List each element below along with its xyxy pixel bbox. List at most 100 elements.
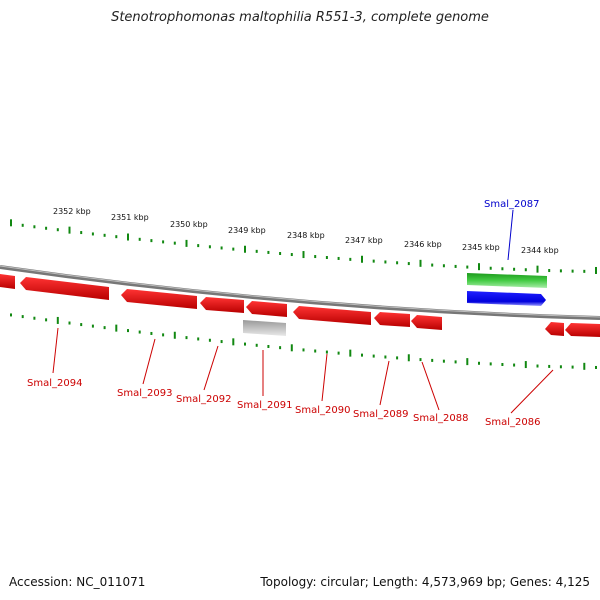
- major-tick: [56, 316, 59, 324]
- accession-text: Accession: NC_011071: [9, 575, 146, 589]
- scale-label: 2349 kbp: [228, 226, 266, 235]
- minor-tick: [220, 246, 223, 250]
- minor-tick: [162, 333, 165, 337]
- minor-tick: [197, 337, 200, 341]
- major-tick: [349, 349, 352, 357]
- minor-tick: [337, 351, 340, 355]
- gene-feature-reverse[interactable]: [293, 306, 371, 325]
- minor-tick: [56, 228, 59, 232]
- gene-feature-reverse[interactable]: [374, 312, 410, 327]
- minor-tick: [162, 240, 165, 244]
- minor-tick: [513, 267, 516, 271]
- gene-label[interactable]: Smal_2086: [485, 417, 540, 428]
- minor-tick: [548, 269, 551, 273]
- gene-feature-reverse[interactable]: [246, 301, 287, 317]
- minor-tick: [361, 353, 363, 357]
- minor-tick: [33, 316, 36, 320]
- pseudo-feature[interactable]: [243, 320, 286, 336]
- gene-feature-reverse[interactable]: [545, 322, 564, 336]
- major-tick: [68, 226, 71, 234]
- major-tick: [595, 266, 597, 274]
- major-tick: [536, 265, 539, 273]
- gene-feature-reverse[interactable]: [565, 323, 600, 337]
- minor-tick: [559, 365, 562, 369]
- minor-tick: [454, 264, 457, 268]
- major-tick: [407, 354, 410, 362]
- major-tick: [290, 344, 293, 352]
- minor-tick: [524, 268, 527, 272]
- major-tick: [302, 251, 305, 259]
- minor-tick: [103, 326, 106, 330]
- gene-feature-reverse[interactable]: [411, 315, 442, 330]
- minor-tick: [314, 255, 317, 259]
- minor-tick: [384, 355, 387, 359]
- minor-tick: [489, 266, 492, 270]
- minor-tick: [185, 336, 188, 340]
- minor-tick: [80, 323, 83, 327]
- major-tick: [583, 362, 586, 370]
- minor-tick: [91, 324, 94, 328]
- minor-tick: [10, 313, 12, 317]
- gene-feature-reverse[interactable]: [20, 277, 109, 300]
- minor-tick: [103, 233, 106, 237]
- minor-tick: [559, 269, 562, 273]
- minor-tick: [384, 260, 387, 264]
- minor-tick: [220, 340, 223, 344]
- gene-label[interactable]: Smal_2088: [413, 413, 468, 424]
- minor-tick: [478, 361, 480, 365]
- minor-tick: [45, 226, 48, 230]
- minor-tick: [513, 363, 516, 367]
- major-tick: [173, 331, 176, 339]
- minor-tick: [173, 241, 176, 245]
- major-tick: [361, 255, 363, 263]
- minor-tick: [279, 251, 282, 255]
- minor-tick: [290, 253, 293, 257]
- minor-tick: [115, 235, 118, 239]
- minor-tick: [583, 269, 586, 273]
- major-tick: [244, 245, 246, 253]
- gene-label[interactable]: Smal_2094: [27, 378, 82, 389]
- minor-tick: [244, 342, 246, 346]
- gene-feature-forward[interactable]: [467, 273, 547, 288]
- minor-tick: [501, 362, 504, 366]
- minor-tick: [337, 256, 340, 260]
- gene-label[interactable]: Smal_2089: [353, 409, 408, 420]
- minor-tick: [325, 256, 328, 260]
- minor-tick: [21, 223, 24, 227]
- minor-tick: [442, 359, 445, 363]
- gene-label[interactable]: Smal_2090: [295, 405, 350, 416]
- gene-label[interactable]: Smal_2092: [176, 394, 231, 405]
- minor-tick: [501, 267, 504, 271]
- genome-summary-text: Topology: circular; Length: 4,573,969 bp…: [260, 575, 590, 589]
- major-tick: [10, 219, 12, 227]
- minor-tick: [208, 245, 211, 249]
- inner-tick-track: [10, 313, 597, 370]
- gene-feature-reverse[interactable]: [0, 274, 15, 289]
- major-tick: [127, 233, 129, 241]
- gene-feature-reverse[interactable]: [200, 297, 244, 313]
- scale-label: 2346 kbp: [404, 240, 442, 249]
- genome-backbone: [0, 265, 600, 320]
- minor-tick: [396, 356, 399, 360]
- gene-label[interactable]: Smal_2087: [484, 199, 539, 210]
- cds-feature-forward[interactable]: [467, 291, 546, 306]
- major-tick: [232, 338, 235, 346]
- gene-feature-reverse[interactable]: [121, 289, 197, 309]
- scale-label: 2352 kbp: [53, 207, 91, 216]
- gene-label[interactable]: Smal_2093: [117, 388, 172, 399]
- scale-label: 2351 kbp: [111, 213, 149, 222]
- major-tick: [478, 263, 480, 271]
- minor-tick: [279, 346, 282, 350]
- minor-tick: [325, 350, 328, 354]
- minor-tick: [127, 329, 129, 333]
- minor-tick: [197, 244, 200, 248]
- minor-tick: [255, 249, 258, 253]
- minor-tick: [396, 261, 399, 265]
- minor-tick: [33, 225, 36, 229]
- gene-label[interactable]: Smal_2091: [237, 400, 292, 411]
- minor-tick: [466, 265, 469, 269]
- minor-tick: [302, 348, 305, 352]
- minor-tick: [571, 269, 574, 273]
- minor-tick: [45, 318, 48, 322]
